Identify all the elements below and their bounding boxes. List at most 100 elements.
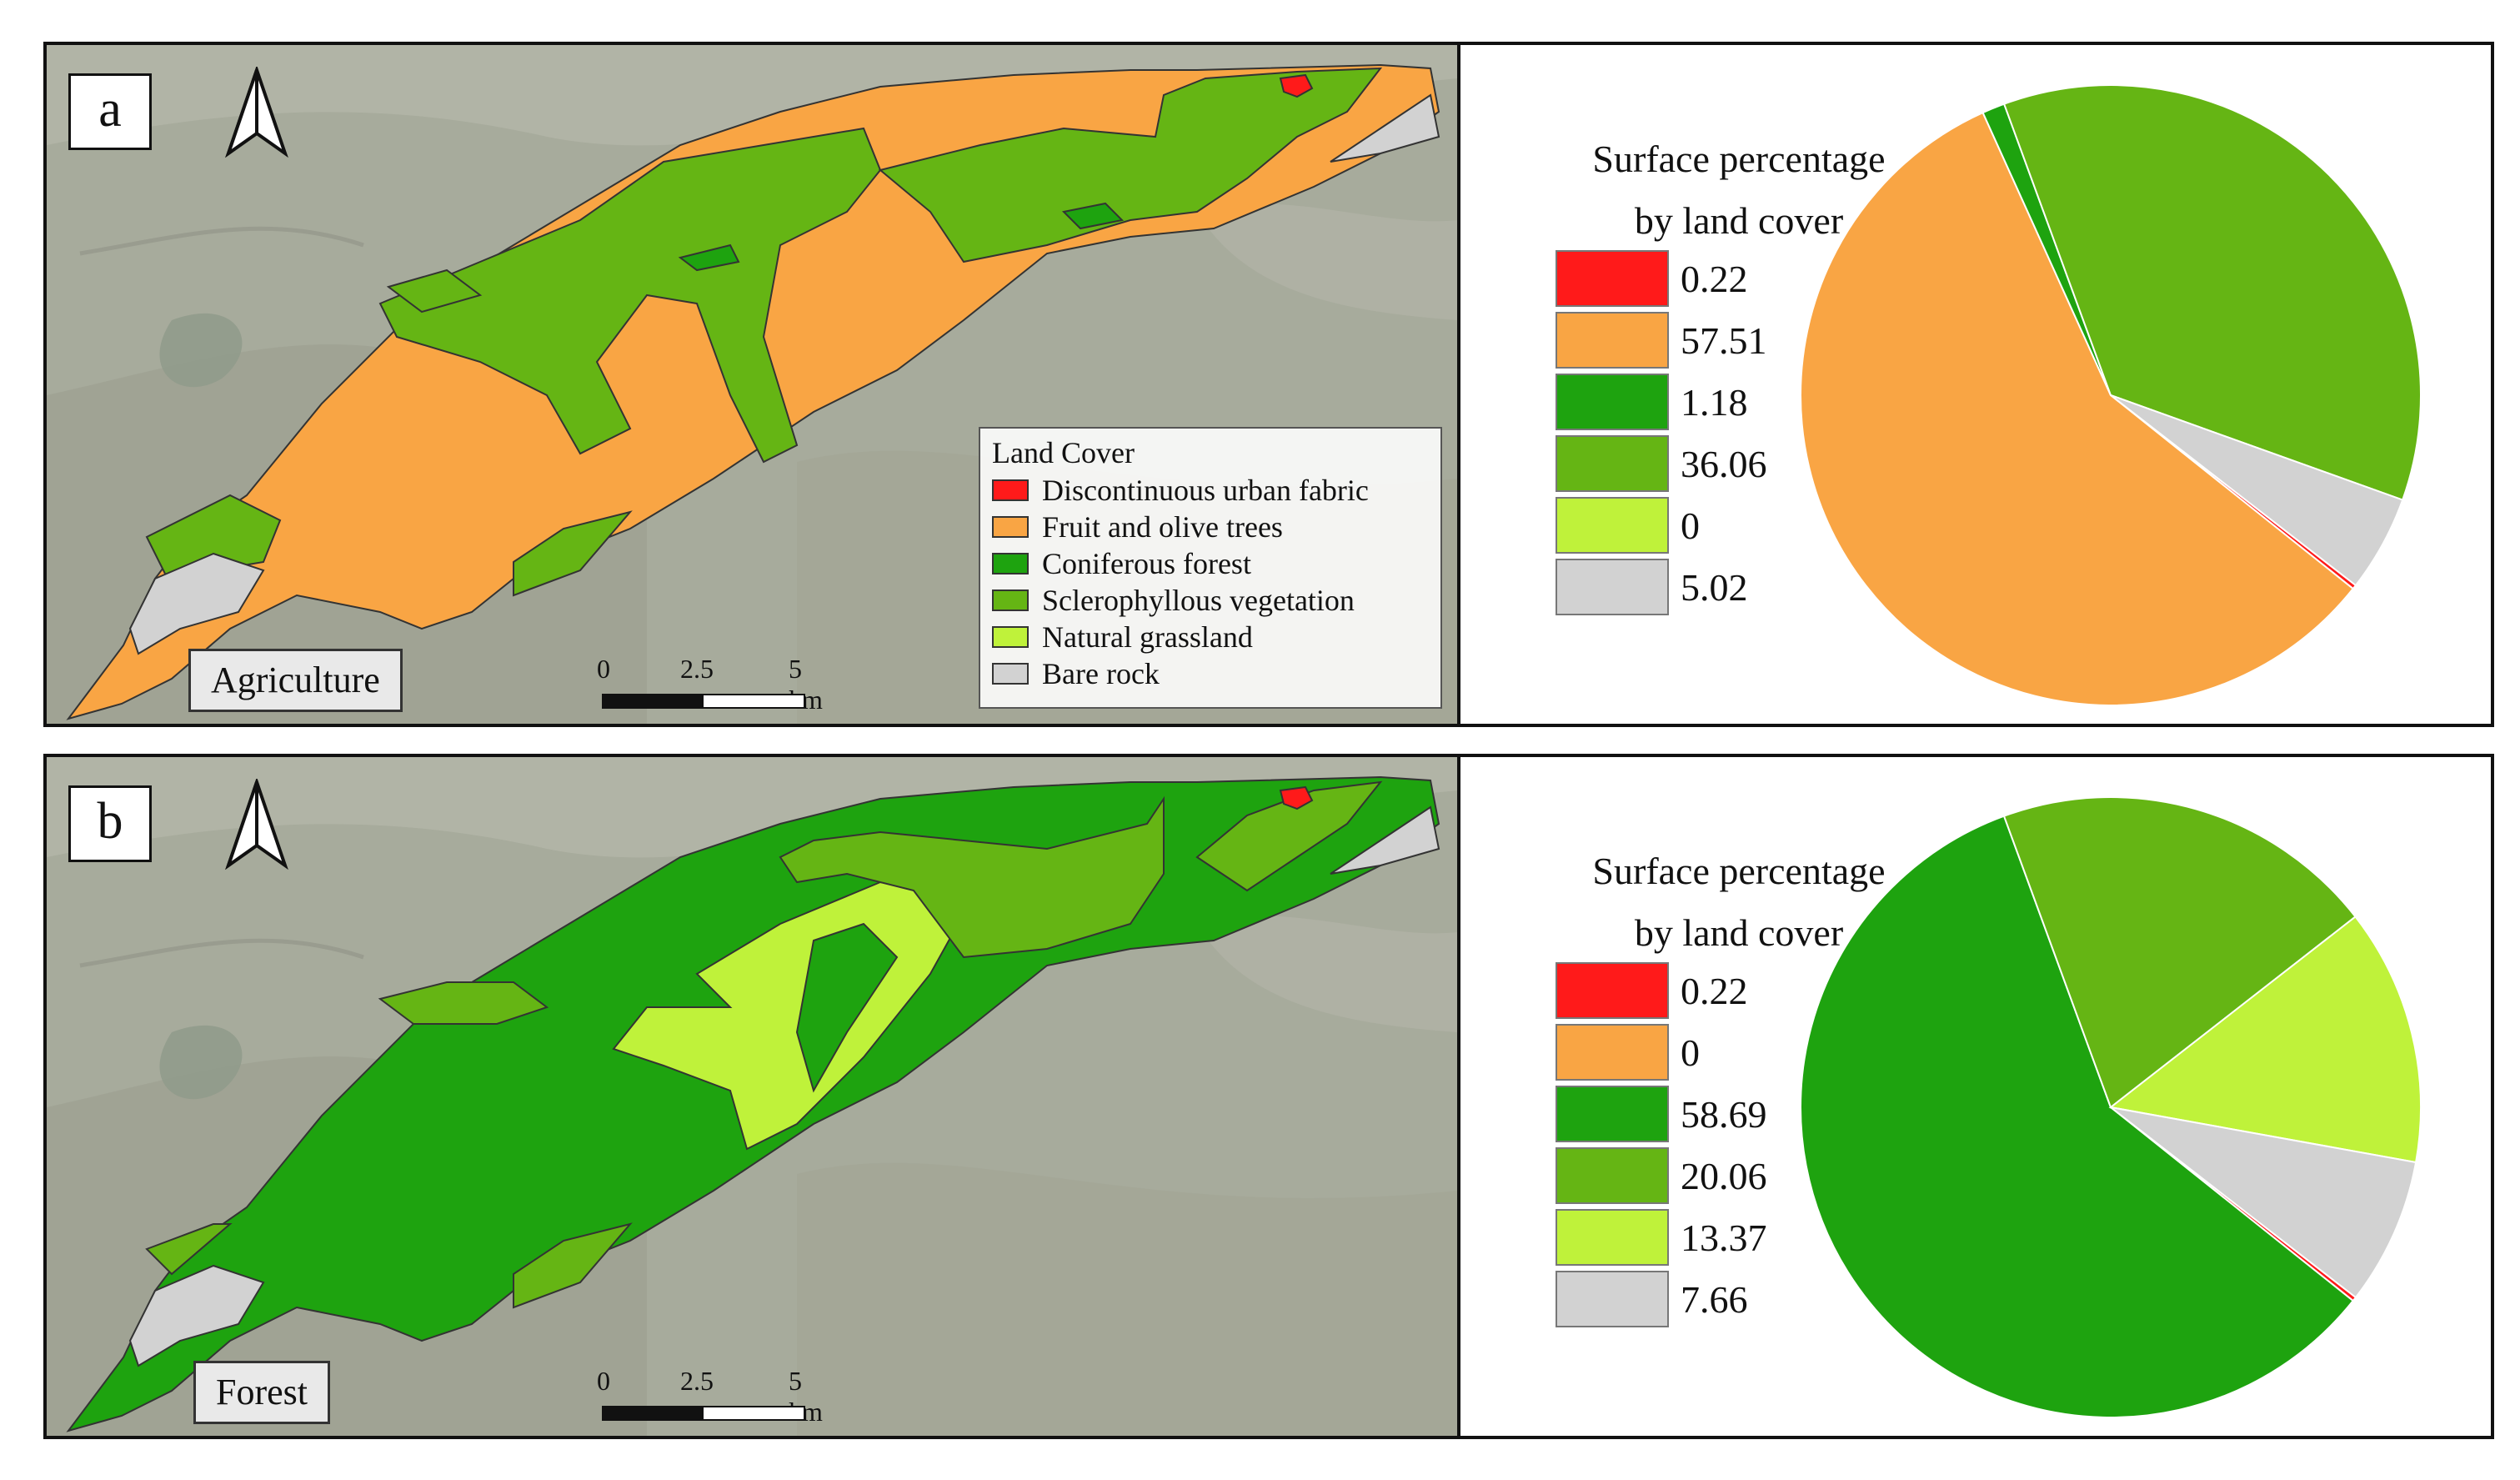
value-row: 0 <box>1556 495 1700 555</box>
pie-slice-natural-grassland <box>2108 916 2422 1164</box>
sclerophyllous-area <box>145 1223 233 1276</box>
scale-bar: 0 2.5 5 km <box>597 654 823 715</box>
pie-chart <box>1800 84 2422 706</box>
sclerophyllous-area <box>1195 780 1383 892</box>
scale-tick: 0 <box>597 654 610 684</box>
panel-letter: a <box>68 73 152 150</box>
value-label: 58.69 <box>1681 1092 1767 1136</box>
chart-title-line: Surface percentage <box>1592 138 1886 180</box>
value-swatch <box>1556 1147 1669 1204</box>
legend-swatch <box>992 479 1029 501</box>
coniferous-area <box>1061 202 1125 230</box>
scale-tick: 5 km <box>789 654 823 715</box>
pie-slice-sclerophyllous-vegetation <box>2002 796 2357 1109</box>
value-label: 7.66 <box>1681 1277 1748 1321</box>
legend-label: Coniferous forest <box>1042 547 1251 580</box>
legend-label: Natural grassland <box>1042 620 1253 654</box>
chart-title-line: by land cover <box>1634 911 1844 954</box>
panel-forest: b Forest 0 2.5 5 km Surface percentage b… <box>43 754 2494 1439</box>
sclerophyllous-area <box>779 795 1165 959</box>
value-row: 36.06 <box>1556 434 1767 494</box>
chart-title: Surface percentage by land cover <box>1556 840 1922 964</box>
value-label: 20.06 <box>1681 1154 1767 1197</box>
scenario-label: Forest <box>193 1361 330 1424</box>
legend-item: Coniferous forest <box>992 547 1251 580</box>
sclerophyllous-area <box>513 1222 633 1309</box>
value-swatch <box>1556 435 1669 492</box>
legend-label: Bare rock <box>1042 657 1160 690</box>
value-swatch <box>1556 1024 1669 1081</box>
scale-segment-light <box>702 694 805 709</box>
pie-slice-sclerophyllous-vegetation <box>2002 84 2422 501</box>
legend-label: Sclerophyllous vegetation <box>1042 584 1355 617</box>
value-swatch <box>1556 962 1669 1019</box>
value-swatch <box>1556 559 1669 615</box>
value-swatch <box>1556 250 1669 307</box>
legend-item: Bare rock <box>992 657 1160 690</box>
value-row: 5.02 <box>1556 557 1748 617</box>
value-row: 0.22 <box>1556 248 1748 309</box>
north-arrow-icon <box>225 67 288 158</box>
bare-rock-area <box>1330 93 1440 163</box>
scale-tick: 2.5 <box>680 1366 714 1396</box>
legend-item: Sclerophyllous vegetation <box>992 584 1355 617</box>
pie-chart-agriculture: Surface percentage by land cover 0.22 57… <box>1460 45 2491 724</box>
legend-item: Natural grassland <box>992 620 1253 654</box>
map-forest: b Forest 0 2.5 5 km <box>47 757 1460 1436</box>
legend-title: Land Cover <box>992 436 1135 469</box>
value-label: 0 <box>1681 1031 1700 1074</box>
scale-segment-light <box>702 1406 805 1421</box>
legend-swatch <box>992 589 1029 611</box>
urban-area <box>1279 73 1314 98</box>
north-arrow-icon <box>225 779 288 870</box>
satellite-map <box>47 757 1457 1436</box>
sclerophyllous-area <box>378 981 549 1025</box>
value-label: 1.18 <box>1681 380 1748 424</box>
pie-slice-fruit-and-olive-trees <box>1800 111 2355 706</box>
value-label: 57.51 <box>1681 319 1767 362</box>
value-row: 7.66 <box>1556 1269 1748 1329</box>
chart-title: Surface percentage by land cover <box>1556 128 1922 252</box>
value-label: 0 <box>1681 504 1700 547</box>
scale-bar: 0 2.5 5 km <box>597 1366 823 1427</box>
scale-tick: 2.5 <box>680 654 714 684</box>
value-swatch <box>1556 1086 1669 1142</box>
urban-area <box>1279 785 1314 810</box>
value-row: 0.22 <box>1556 961 1748 1021</box>
value-swatch <box>1556 1271 1669 1327</box>
chart-title-line: by land cover <box>1634 199 1844 242</box>
pie-slice-bare-rock <box>2110 394 2404 587</box>
value-swatch <box>1556 497 1669 554</box>
value-swatch <box>1556 374 1669 430</box>
sclerophyllous-area <box>513 510 633 597</box>
value-label: 0.22 <box>1681 969 1748 1012</box>
legend-item: Discontinuous urban fabric <box>992 474 1369 507</box>
sclerophyllous-area <box>386 268 483 314</box>
legend-item: Fruit and olive trees <box>992 510 1283 544</box>
value-row: 20.06 <box>1556 1146 1767 1206</box>
legend-label: Fruit and olive trees <box>1042 510 1283 544</box>
pie-chart <box>1800 796 2422 1418</box>
value-label: 13.37 <box>1681 1216 1767 1259</box>
satellite-map <box>47 45 1457 724</box>
value-label: 0.22 <box>1681 257 1748 300</box>
bare-rock-area <box>128 1264 265 1367</box>
land-cover-legend: Land Cover Discontinuous urban fabric Fr… <box>979 427 1442 709</box>
pie-chart-forest: Surface percentage by land cover 0.22 0 … <box>1460 757 2491 1436</box>
legend-label: Discontinuous urban fabric <box>1042 474 1369 507</box>
value-swatch <box>1556 1209 1669 1266</box>
bare-rock-area <box>1330 805 1440 875</box>
chart-title-line: Surface percentage <box>1592 850 1886 892</box>
value-row: 0 <box>1556 1022 1700 1082</box>
coniferous-area <box>678 243 740 272</box>
value-label: 5.02 <box>1681 565 1748 609</box>
value-row: 1.18 <box>1556 372 1748 432</box>
value-row: 57.51 <box>1556 310 1767 370</box>
legend-swatch <box>992 663 1029 685</box>
coniferous-area <box>795 922 899 1093</box>
pie-slice-bare-rock <box>2110 1106 2417 1299</box>
panel-agriculture: a Agriculture 0 2.5 5 km Land Cover Disc… <box>43 42 2494 727</box>
legend-swatch <box>992 553 1029 574</box>
scale-segment-dark <box>602 1406 704 1421</box>
value-swatch <box>1556 312 1669 369</box>
